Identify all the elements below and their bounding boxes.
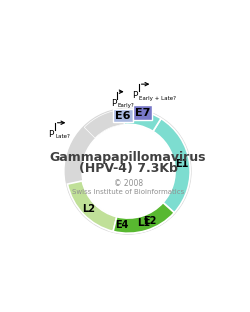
Wedge shape <box>109 216 134 233</box>
Text: P: P <box>111 99 116 108</box>
Circle shape <box>65 108 191 234</box>
Text: E1: E1 <box>176 158 189 168</box>
Text: E7: E7 <box>135 108 150 118</box>
Wedge shape <box>130 204 172 233</box>
Text: Early + Late?: Early + Late? <box>140 96 176 101</box>
Circle shape <box>82 125 174 217</box>
Text: P: P <box>132 91 138 100</box>
Text: (HPV-4) 7.3Kb: (HPV-4) 7.3Kb <box>79 163 178 175</box>
Text: E2: E2 <box>143 216 156 226</box>
Text: Late?: Late? <box>56 134 70 139</box>
Wedge shape <box>113 202 174 233</box>
FancyBboxPatch shape <box>134 105 152 120</box>
Text: P: P <box>48 130 54 139</box>
Wedge shape <box>84 110 124 138</box>
Wedge shape <box>68 181 117 232</box>
Text: Early?: Early? <box>118 104 134 109</box>
Text: © 2008: © 2008 <box>114 179 143 188</box>
Text: L2: L2 <box>82 204 96 214</box>
Wedge shape <box>153 119 190 213</box>
Text: E4: E4 <box>115 220 128 230</box>
Wedge shape <box>123 109 161 131</box>
FancyBboxPatch shape <box>113 109 133 122</box>
Text: Swiss Institute of Bioinformatics: Swiss Institute of Bioinformatics <box>72 189 184 195</box>
Text: E6: E6 <box>115 110 130 120</box>
Text: Gammapapillomavirus: Gammapapillomavirus <box>50 151 206 164</box>
Text: L1: L1 <box>138 218 150 228</box>
